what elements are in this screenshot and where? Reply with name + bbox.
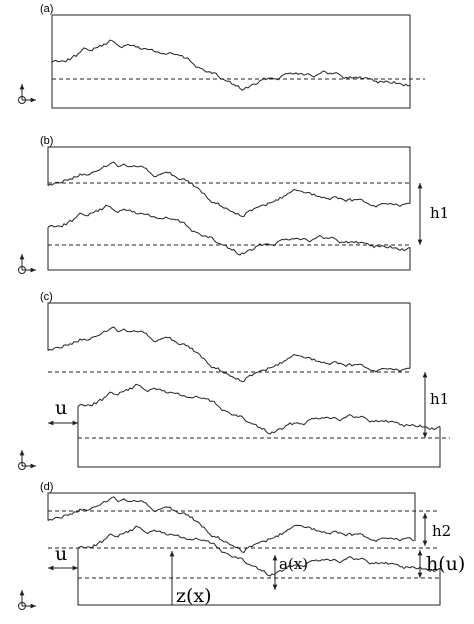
block-outline: [47, 227, 411, 271]
panel-label: (c): [40, 291, 53, 303]
annotation: u: [55, 543, 67, 565]
annotation: h(u): [426, 553, 465, 575]
profile: [47, 496, 415, 553]
profile: [47, 326, 411, 382]
block-outline: [51, 14, 411, 109]
profile: [51, 39, 411, 91]
block-outline: [77, 406, 441, 468]
panel-label: (a): [40, 3, 53, 15]
annotation: h2: [432, 522, 451, 540]
block-outline: [77, 548, 441, 606]
block-outline: [47, 146, 411, 204]
profile: [77, 525, 441, 577]
annotation: u: [55, 397, 67, 419]
profile: [47, 161, 411, 217]
annotation: h1: [430, 204, 449, 222]
panel-label: (b): [40, 135, 53, 147]
profile: [77, 383, 441, 435]
panel-label: (d): [40, 481, 53, 493]
block-outline: [47, 492, 416, 542]
profile: [47, 204, 411, 256]
annotation: z(x): [176, 585, 212, 607]
annotation: h1: [430, 390, 449, 408]
block-outline: [47, 302, 411, 369]
annotation: a(x): [279, 555, 308, 573]
